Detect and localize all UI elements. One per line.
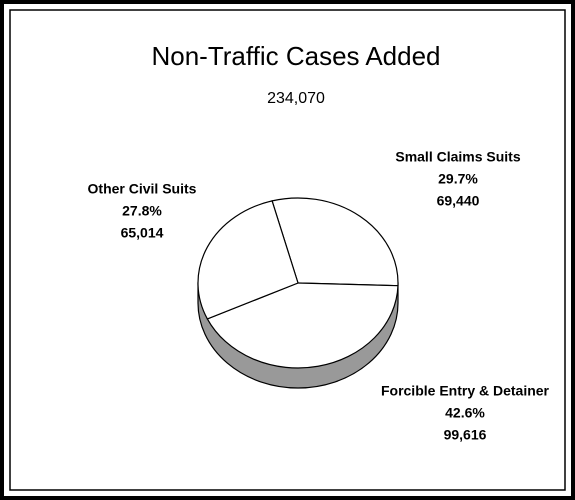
pie-slice (206, 282, 399, 369)
inner-border (9, 9, 566, 491)
slice-label: Forcible Entry & Detainer (381, 383, 550, 399)
value-label: 65,014 (121, 225, 164, 241)
percent-label: 42.6% (445, 405, 485, 421)
pie-slice (197, 200, 299, 320)
chart-subtitle: 234,070 (267, 90, 325, 107)
pie-slice (271, 197, 399, 287)
chart-title: Non-Traffic Cases Added (151, 41, 440, 71)
slice-label: Other Civil Suits (88, 181, 197, 197)
percent-label: 29.7% (438, 171, 478, 187)
slice-label: Small Claims Suits (395, 149, 520, 165)
value-label: 69,440 (437, 193, 480, 209)
value-label: 99,616 (444, 427, 487, 443)
percent-label: 27.8% (122, 203, 162, 219)
